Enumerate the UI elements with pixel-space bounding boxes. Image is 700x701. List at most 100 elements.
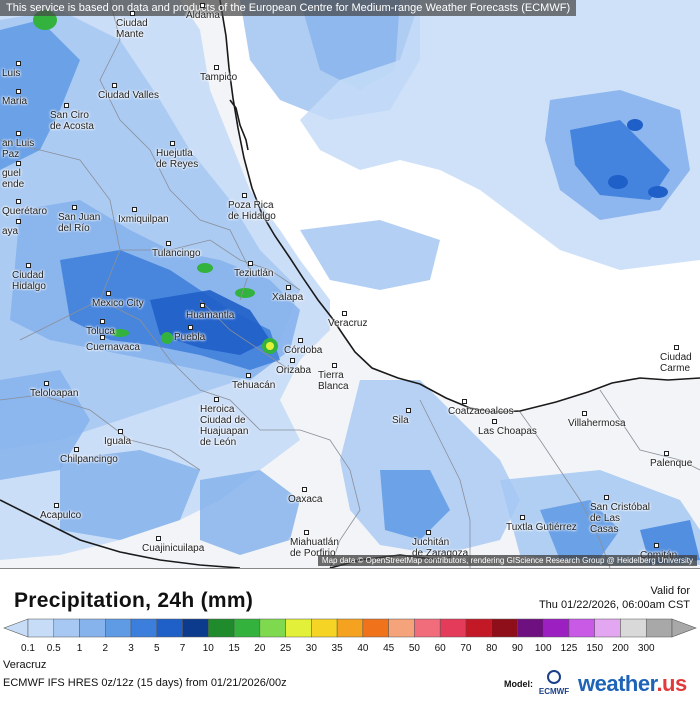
scale-label: 35 [331, 643, 343, 654]
scale-label: 1 [76, 643, 83, 654]
scale-label: 300 [637, 643, 655, 654]
weather-us-logo[interactable]: weather.us [578, 671, 687, 697]
city-label: Chilpancingo [60, 454, 118, 465]
scale-label: 5 [154, 643, 160, 654]
city-marker [298, 338, 303, 343]
scale-label: 100 [534, 643, 552, 654]
ecmwf-logo: ECMWF [534, 669, 574, 697]
scale-label: 45 [383, 643, 395, 654]
city-marker [248, 261, 253, 266]
scale-swatch [311, 618, 338, 638]
city-label: Coatzacoalcos [448, 406, 514, 417]
city-marker [332, 363, 337, 368]
city-marker [132, 207, 137, 212]
city-marker [112, 83, 117, 88]
city-label: Palenque [650, 458, 693, 469]
city-marker [406, 408, 411, 413]
scale-label: 80 [486, 643, 498, 654]
city-marker [16, 219, 21, 224]
city-marker [242, 193, 247, 198]
scale-label: 40 [357, 643, 369, 654]
city-label: Cuajinicuilapa [142, 543, 205, 554]
scale-label: 70 [460, 643, 472, 654]
scale-label: 60 [434, 643, 446, 654]
city-marker [214, 65, 219, 70]
scale-swatch [130, 618, 158, 638]
city-marker [74, 447, 79, 452]
city-marker [170, 141, 175, 146]
scale-label: 200 [612, 643, 629, 654]
city-label: Teloloapan [30, 388, 79, 399]
city-marker [188, 325, 193, 330]
city-label: Poza Rica de Hidalgo [228, 200, 276, 222]
scale-swatch [182, 618, 209, 638]
city-marker [100, 335, 105, 340]
scale-swatch [594, 618, 621, 638]
city-label: Ciudad Hidalgo [12, 270, 46, 292]
scale-label: 30 [305, 643, 317, 654]
scale-swatch [208, 618, 235, 638]
scale-label: 25 [280, 643, 292, 654]
data-source-notice: This service is based on data and produc… [0, 0, 577, 16]
city-marker [16, 61, 21, 66]
ecmwf-icon [547, 670, 561, 684]
city-label: Sila [392, 415, 409, 426]
city-label: Mexico City [92, 298, 144, 309]
city-marker [200, 3, 205, 8]
city-label: Oaxaca [288, 494, 323, 505]
city-label: Maria [2, 96, 28, 107]
city-marker [64, 103, 69, 108]
city-label: Querétaro [2, 206, 48, 217]
city-marker [16, 89, 21, 94]
scale-swatch [568, 618, 595, 638]
city-marker [166, 241, 171, 246]
city-marker [16, 161, 21, 166]
scale-swatch [491, 618, 518, 638]
city-marker [664, 451, 669, 456]
city-label: Villahermosa [568, 418, 626, 429]
city-label: Ixmiquilpan [118, 214, 169, 225]
scale-swatch [285, 618, 312, 638]
map-attribution[interactable]: Map data © OpenStreetMap contributors, r… [317, 555, 697, 566]
scale-swatch [259, 618, 286, 638]
city-marker [604, 495, 609, 500]
city-marker [16, 199, 21, 204]
scale-swatch [362, 618, 389, 638]
city-marker [54, 503, 59, 508]
city-label: Miahuatlán de Porfirio [290, 537, 339, 559]
city-marker [100, 319, 105, 324]
city-marker [290, 358, 295, 363]
city-label: San Cristóbal de Las Casas [590, 502, 651, 535]
map-layer [0, 0, 700, 568]
precipitation-map[interactable]: This service is based on data and produc… [0, 0, 700, 568]
city-label: an Luis Paz [2, 138, 35, 160]
city-marker [304, 530, 309, 535]
city-marker [462, 399, 467, 404]
city-label: Acapulco [40, 510, 82, 521]
city-marker [44, 381, 49, 386]
city-label: Huejutla de Reyes [156, 148, 199, 170]
scale-label: 7 [179, 643, 186, 654]
city-label: Iguala [104, 436, 132, 447]
scale-label: 3 [128, 643, 134, 654]
city-label: Ciudad Carme [660, 352, 692, 374]
city-marker [426, 530, 431, 535]
city-marker [26, 263, 31, 268]
city-label: Cuernavaca [86, 342, 140, 353]
scale-arrow-right [671, 618, 697, 638]
city-label: Juchitán de Zaragoza [412, 537, 469, 559]
city-label: Ciudad Valles [98, 90, 159, 101]
scale-swatch [53, 618, 80, 638]
city-label: Tierra Blanca [318, 370, 349, 392]
city-label: guel ende [2, 168, 25, 190]
valid-time: Thu 01/22/2026, 06:00am CST [538, 599, 690, 611]
scale-swatch [620, 618, 647, 638]
scale-label: 20 [254, 643, 266, 654]
scale-label: 2 [102, 643, 109, 654]
city-label: Xalapa [272, 292, 304, 303]
city-marker [674, 345, 679, 350]
scale-swatch [336, 618, 364, 638]
city-label: Tuxtla Gutiérrez [506, 522, 577, 533]
city-label: San Ciro de Acosta [50, 110, 94, 132]
scale-label: 50 [408, 643, 420, 654]
